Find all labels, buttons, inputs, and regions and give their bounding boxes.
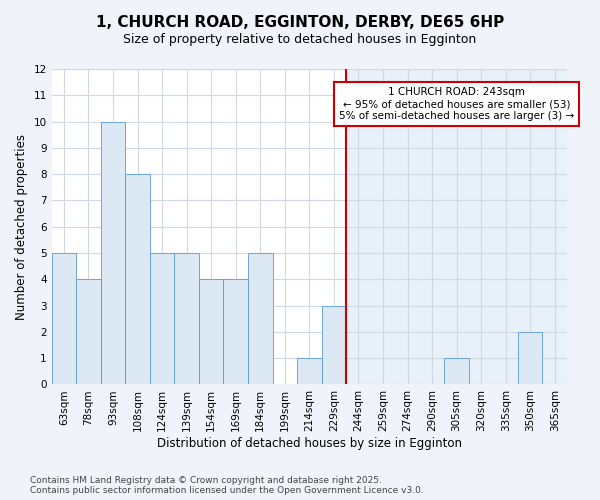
Bar — [101, 122, 125, 384]
Bar — [76, 280, 101, 384]
Bar — [175, 253, 199, 384]
Bar — [125, 174, 150, 384]
Bar — [346, 69, 567, 384]
Bar — [248, 253, 272, 384]
Text: Contains HM Land Registry data © Crown copyright and database right 2025.
Contai: Contains HM Land Registry data © Crown c… — [30, 476, 424, 495]
Bar — [445, 358, 469, 384]
Bar — [297, 358, 322, 384]
Text: 1 CHURCH ROAD: 243sqm
← 95% of detached houses are smaller (53)
5% of semi-detac: 1 CHURCH ROAD: 243sqm ← 95% of detached … — [339, 88, 574, 120]
Y-axis label: Number of detached properties: Number of detached properties — [15, 134, 28, 320]
Text: Size of property relative to detached houses in Egginton: Size of property relative to detached ho… — [124, 32, 476, 46]
Bar — [52, 253, 76, 384]
Bar — [223, 280, 248, 384]
Text: 1, CHURCH ROAD, EGGINTON, DERBY, DE65 6HP: 1, CHURCH ROAD, EGGINTON, DERBY, DE65 6H… — [96, 15, 504, 30]
Bar — [322, 306, 346, 384]
Bar — [199, 280, 223, 384]
Bar — [150, 253, 175, 384]
X-axis label: Distribution of detached houses by size in Egginton: Distribution of detached houses by size … — [157, 437, 462, 450]
Bar — [518, 332, 542, 384]
